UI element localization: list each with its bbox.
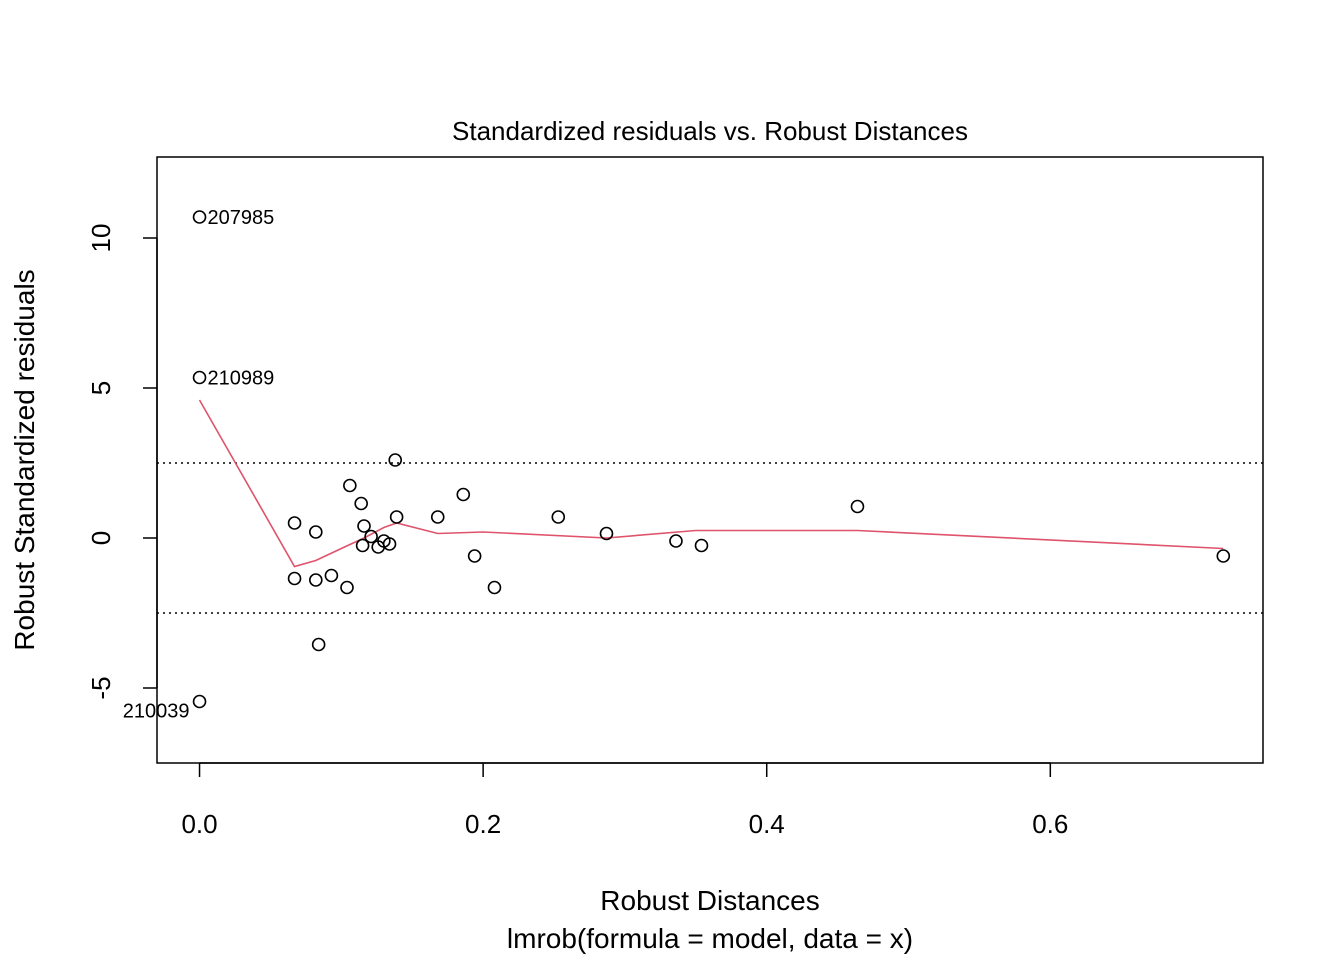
y-axis: -5 0 5 10: [86, 224, 158, 700]
x-tick-label-0: 0.0: [181, 809, 217, 839]
x-tick-label-3: 0.6: [1032, 809, 1068, 839]
point-labels-group: 207985 210989 210039: [123, 207, 274, 723]
data-point-19: [389, 510, 404, 524]
data-point-22: [467, 549, 482, 563]
data-point-24: [551, 510, 566, 524]
points-group: [192, 210, 1231, 709]
data-point-21: [456, 487, 471, 502]
data-point-10: [343, 478, 357, 493]
data-point-1: [192, 370, 207, 385]
y-axis-label: Robust Standardized residuals: [9, 269, 40, 650]
data-point-9: [340, 580, 354, 595]
data-point-7: [311, 637, 326, 652]
data-point-0: [192, 210, 207, 224]
x-axis-label: Robust Distances: [600, 885, 819, 916]
data-point-20: [430, 510, 445, 524]
data-point-28: [850, 499, 865, 514]
data-point-6: [309, 525, 323, 539]
point-label-210989: 210989: [208, 368, 275, 390]
data-point-4: [287, 516, 302, 530]
data-point-8: [324, 568, 339, 583]
x-axis: 0.0 0.2 0.4 0.6: [181, 762, 1068, 839]
chart-title: Standardized residuals vs. Robust Distan…: [452, 116, 968, 146]
y-tick-label-1: 0: [86, 531, 116, 545]
data-point-23: [487, 580, 502, 595]
data-point-12: [355, 538, 370, 553]
reference-lines: [157, 462, 1263, 614]
point-label-210039: 210039: [123, 701, 190, 723]
data-point-17: [382, 537, 397, 551]
data-point-13: [357, 519, 371, 533]
y-tick-label-2: 5: [86, 381, 116, 395]
data-point-25: [599, 526, 614, 541]
data-point-2: [192, 694, 207, 709]
y-tick-label-0: -5: [86, 676, 116, 699]
data-point-18: [388, 453, 403, 467]
data-point-5: [309, 573, 323, 587]
data-point-3: [287, 571, 302, 586]
data-point-14: [364, 529, 378, 544]
x-tick-label-2: 0.4: [749, 809, 785, 839]
data-point-26: [669, 534, 683, 548]
x-axis-sublabel: lmrob(formula = model, data = x): [507, 923, 913, 954]
data-point-27: [694, 538, 709, 553]
data-point-11: [354, 496, 368, 511]
x-tick-label-1: 0.2: [465, 809, 501, 839]
data-point-29: [1216, 549, 1231, 563]
y-tick-label-3: 10: [86, 224, 116, 253]
point-label-207985: 207985: [208, 207, 275, 229]
